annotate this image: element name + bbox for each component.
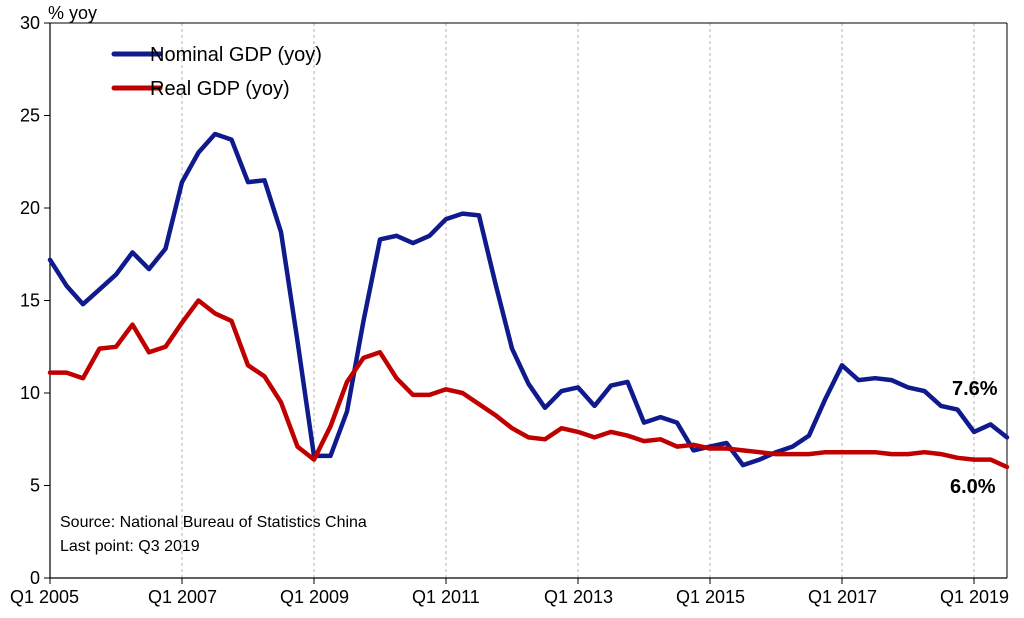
y-tick-label: 25 <box>20 106 40 126</box>
y-tick-label: 20 <box>20 198 40 218</box>
legend-label-nominal: Nominal GDP (yoy) <box>150 44 322 66</box>
x-tick-label: Q1 2011 <box>412 587 480 607</box>
x-tick-label: Q1 2005 <box>10 587 79 607</box>
x-tick-label: Q1 2015 <box>676 587 745 607</box>
legend: Nominal GDP (yoy) Real GDP (yoy) <box>111 44 322 100</box>
real-last-value-label: 6.0% <box>950 476 996 498</box>
x-tick-label: Q1 2009 <box>280 587 349 607</box>
nominal-gdp-line <box>47 131 1010 468</box>
source-note: Source: National Bureau of Statistics Ch… <box>60 514 367 531</box>
y-tick-label: 30 <box>20 13 40 33</box>
grid-lines <box>181 23 975 578</box>
series-lines <box>47 131 1010 470</box>
y-tick-label: 10 <box>20 383 40 403</box>
y-tick-label: 0 <box>30 568 40 588</box>
x-tick-label: Q1 2013 <box>544 587 613 607</box>
last-point-note: Last point: Q3 2019 <box>60 538 200 555</box>
y-axis-unit-label: % yoy <box>48 3 97 23</box>
x-tick-label: Q1 2019 <box>940 587 1009 607</box>
axes: Q1 2005 Q1 2007 Q1 2009 Q1 2011 Q1 2013 Q1 20… <box>10 13 1009 607</box>
y-tick-label: 5 <box>30 476 40 496</box>
x-tick-label: Q1 2017 <box>808 587 877 607</box>
legend-label-real: Real GDP (yoy) <box>150 78 290 100</box>
nominal-last-value-label: 7.6% <box>952 378 998 400</box>
real-gdp-line <box>47 298 1010 470</box>
y-tick-label: 15 <box>20 291 40 311</box>
x-tick-label: Q1 2007 <box>148 587 217 607</box>
